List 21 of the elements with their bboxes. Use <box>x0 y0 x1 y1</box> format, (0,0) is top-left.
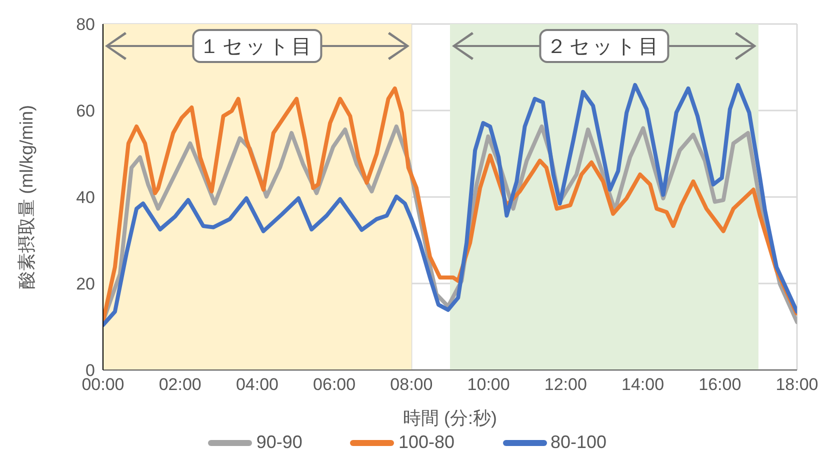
x-tick-label: 06:00 <box>313 375 356 394</box>
x-tick-label: 12:00 <box>544 375 587 394</box>
x-tick-label: 00:00 <box>82 375 124 394</box>
band-label: １セット目 <box>200 36 315 58</box>
legend-label: 80-100 <box>550 432 607 453</box>
y-tick-label: 80 <box>76 15 95 34</box>
y-tick-label: 20 <box>76 274 95 294</box>
x-tick-label: 16:00 <box>698 375 742 394</box>
x-tick-label: 02:00 <box>158 375 202 394</box>
x-tick-label: 08:00 <box>390 375 433 394</box>
band-label: ２セット目 <box>546 36 662 58</box>
y-axis-title: 酸素摂取量 (ml/kg/min) <box>16 105 36 289</box>
legend-label: 100-80 <box>398 432 455 453</box>
legend-label: 90-90 <box>256 432 302 453</box>
y-tick-label: 40 <box>76 188 95 208</box>
x-tick-label: 04:00 <box>236 375 278 394</box>
y-tick-label: 60 <box>76 102 95 121</box>
x-tick-label: 18:00 <box>776 375 818 394</box>
x-axis-title: 時間 (分:秒) <box>403 408 497 428</box>
x-tick-label: 10:00 <box>467 375 510 394</box>
x-tick-label: 14:00 <box>622 375 664 394</box>
